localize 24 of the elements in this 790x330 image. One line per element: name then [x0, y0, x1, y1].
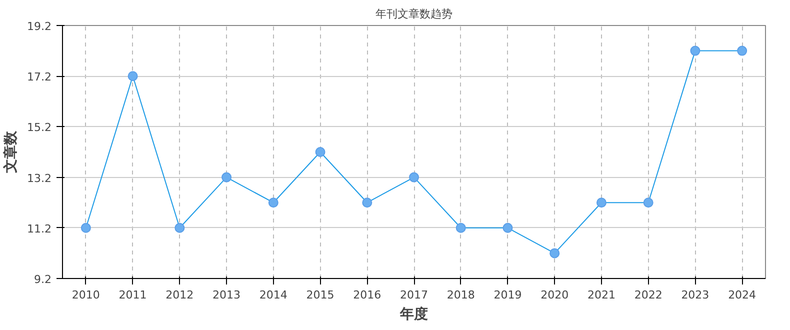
y-tick-label: 11.2 [27, 222, 52, 236]
chart-title: 年刊文章数趋势 [376, 8, 452, 20]
x-tick-label: 2016 [353, 288, 382, 302]
x-tick-label: 2021 [587, 288, 616, 302]
x-tick-label: 2019 [494, 288, 522, 302]
x-tick-label: 2024 [728, 288, 756, 302]
y-axis-title: 文章数 [2, 130, 20, 174]
y-tick-label: 19.2 [27, 20, 52, 33]
x-tick-label: 2012 [166, 288, 194, 302]
x-tick-label: 2023 [681, 288, 710, 302]
x-tick-label: 2015 [306, 288, 334, 302]
y-tick-label: 9.2 [34, 273, 52, 286]
x-tick-label: 2014 [259, 288, 288, 302]
x-tick-label: 2010 [72, 288, 100, 302]
y-tick-label: 17.2 [27, 70, 52, 84]
x-tick-label: 2020 [540, 288, 569, 302]
x-tick-label: 2017 [400, 288, 428, 302]
x-tick-label: 2013 [212, 288, 241, 302]
y-tick-label: 15.2 [27, 121, 52, 134]
x-tick-label: 2022 [634, 288, 662, 302]
x-axis-title: 年度 [399, 306, 428, 322]
x-tick-label: 2018 [446, 288, 475, 302]
y-tick-label: 13.2 [27, 172, 52, 185]
x-tick-label: 2011 [118, 288, 147, 302]
